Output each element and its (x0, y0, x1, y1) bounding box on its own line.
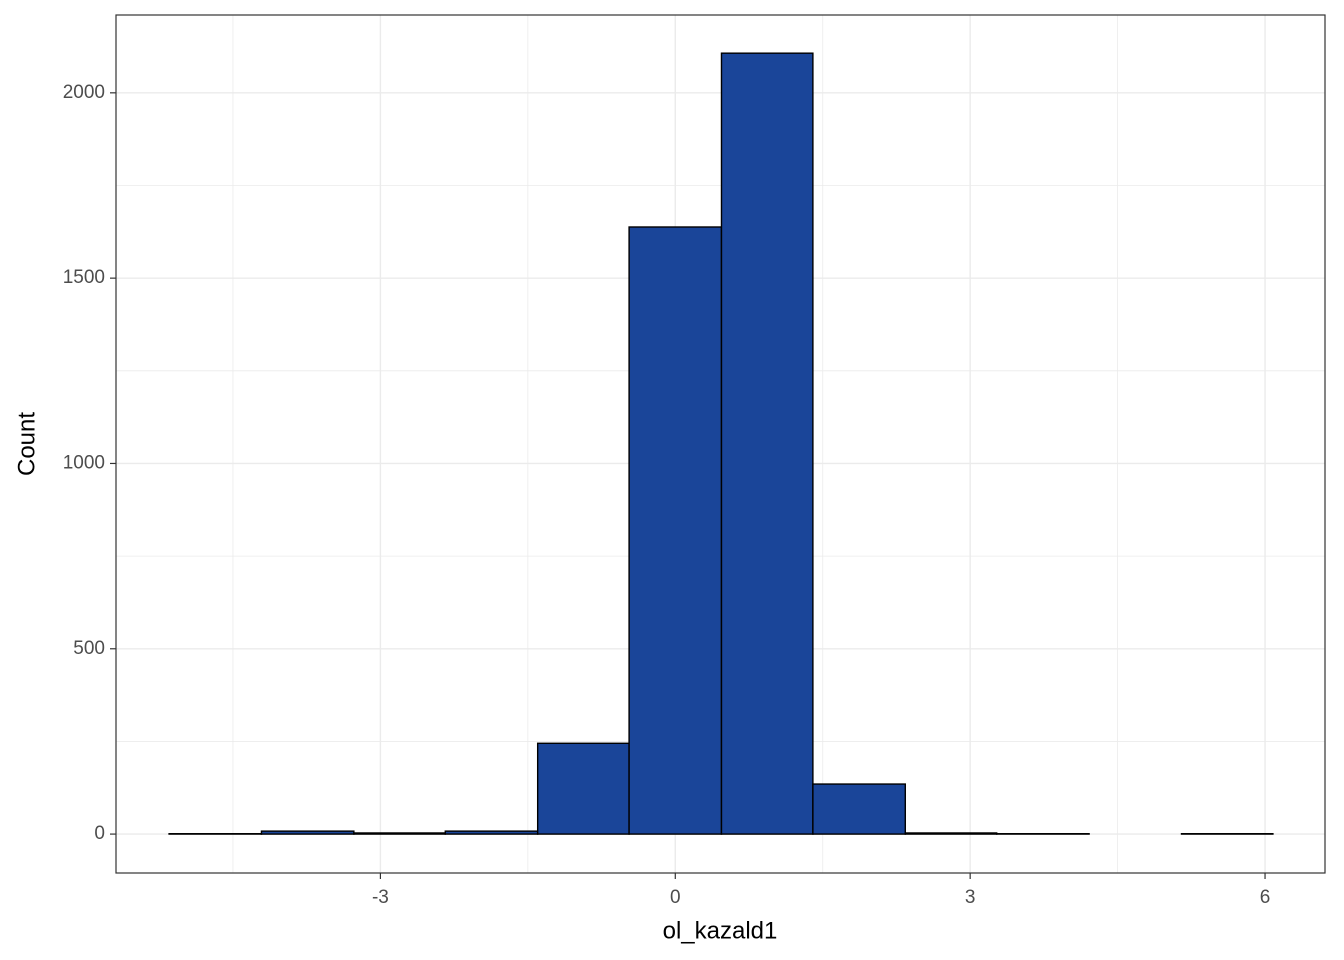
y-tick-label: 1500 (63, 267, 105, 288)
plot-border (115, 14, 1326, 874)
x-tick-label: 0 (670, 887, 681, 908)
bar (812, 783, 906, 835)
y-tick-label: 2000 (63, 82, 105, 103)
x-tick-label: 3 (965, 887, 976, 908)
bar (904, 832, 998, 835)
x-tick-label: 6 (1260, 887, 1271, 908)
y-axis-title: Count (13, 412, 40, 476)
y-tick-label: 0 (94, 823, 105, 844)
bar (260, 830, 355, 835)
bar (444, 830, 539, 835)
x-tick-label: -3 (372, 887, 389, 908)
bar (720, 52, 814, 835)
y-tick-label: 1000 (63, 452, 105, 473)
bar (536, 742, 630, 835)
bar (353, 832, 446, 835)
x-axis-title: ol_kazald1 (663, 917, 778, 944)
bar (628, 226, 723, 835)
y-tick-label: 500 (73, 638, 105, 659)
